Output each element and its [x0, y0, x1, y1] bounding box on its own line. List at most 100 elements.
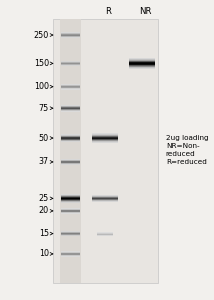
Bar — [61, 36, 80, 37]
Bar — [61, 135, 80, 136]
Bar — [61, 201, 80, 202]
Bar — [61, 135, 80, 136]
Bar — [61, 36, 80, 37]
Bar — [92, 141, 118, 142]
Bar — [61, 138, 80, 139]
Text: 250: 250 — [34, 31, 49, 40]
Bar — [129, 67, 155, 68]
Bar — [61, 88, 80, 89]
Bar — [61, 61, 80, 62]
Bar — [61, 162, 80, 163]
Bar — [61, 212, 80, 213]
Bar — [61, 200, 80, 201]
Bar — [61, 232, 80, 233]
Bar — [92, 142, 118, 143]
Bar — [61, 33, 80, 34]
Text: 20: 20 — [39, 206, 49, 215]
Bar — [61, 159, 80, 160]
Bar — [129, 61, 155, 62]
Bar — [61, 232, 80, 233]
Bar — [92, 134, 118, 135]
Bar — [61, 110, 80, 111]
Bar — [92, 135, 118, 136]
Bar — [61, 234, 80, 235]
Bar — [61, 111, 80, 112]
Bar — [92, 195, 118, 196]
Bar — [92, 201, 118, 202]
Bar — [92, 197, 118, 198]
Bar — [61, 62, 80, 63]
Bar — [61, 198, 80, 199]
Bar — [61, 106, 80, 107]
Bar — [61, 108, 80, 109]
Bar — [61, 252, 80, 253]
Bar — [61, 86, 80, 87]
Bar — [61, 251, 80, 252]
Bar — [61, 141, 80, 142]
Text: 150: 150 — [34, 59, 49, 68]
Bar — [129, 63, 155, 64]
Bar — [129, 60, 155, 61]
Bar — [61, 64, 80, 65]
Bar — [129, 64, 155, 65]
Bar — [61, 231, 80, 232]
Bar — [61, 107, 80, 108]
Bar — [61, 86, 80, 87]
Bar — [61, 136, 80, 137]
Bar — [61, 208, 80, 209]
Bar — [61, 209, 80, 210]
Bar — [92, 137, 118, 138]
Bar — [92, 134, 118, 135]
Bar — [61, 87, 80, 88]
Bar — [61, 253, 80, 254]
Bar — [92, 133, 118, 134]
Bar — [92, 195, 118, 196]
Bar — [61, 35, 80, 36]
Bar — [61, 200, 80, 201]
Bar — [61, 160, 80, 161]
Bar — [92, 136, 118, 137]
Text: 15: 15 — [39, 229, 49, 238]
Bar — [61, 37, 80, 38]
Bar — [61, 139, 80, 140]
Bar — [61, 88, 80, 89]
Text: 100: 100 — [34, 82, 49, 91]
Bar — [61, 111, 80, 112]
Bar — [61, 85, 80, 86]
Bar — [61, 110, 80, 111]
Bar — [92, 135, 118, 136]
Bar — [61, 84, 80, 85]
Bar — [92, 136, 118, 137]
Bar — [61, 194, 80, 195]
Bar — [129, 68, 155, 69]
Bar — [61, 164, 80, 165]
Bar — [61, 163, 80, 164]
Bar — [129, 58, 155, 59]
Bar — [92, 200, 118, 201]
Bar — [61, 233, 80, 234]
Bar — [61, 32, 80, 33]
Bar — [61, 202, 80, 203]
Bar — [61, 213, 80, 214]
Bar — [61, 161, 80, 162]
Bar — [61, 232, 80, 233]
Text: 37: 37 — [39, 158, 49, 166]
Bar — [60, 19, 81, 283]
Bar — [61, 37, 80, 38]
Bar — [61, 198, 80, 199]
Bar — [61, 65, 80, 66]
Bar — [61, 34, 80, 35]
Bar — [61, 161, 80, 162]
Bar — [61, 210, 80, 211]
Bar — [61, 201, 80, 202]
Bar — [61, 202, 80, 203]
Bar — [92, 198, 118, 199]
Bar — [61, 136, 80, 137]
Bar — [53, 19, 158, 283]
Bar — [61, 106, 80, 107]
Text: 10: 10 — [39, 249, 49, 258]
Bar — [61, 211, 80, 212]
Bar — [129, 63, 155, 64]
Bar — [61, 63, 80, 64]
Bar — [92, 197, 118, 198]
